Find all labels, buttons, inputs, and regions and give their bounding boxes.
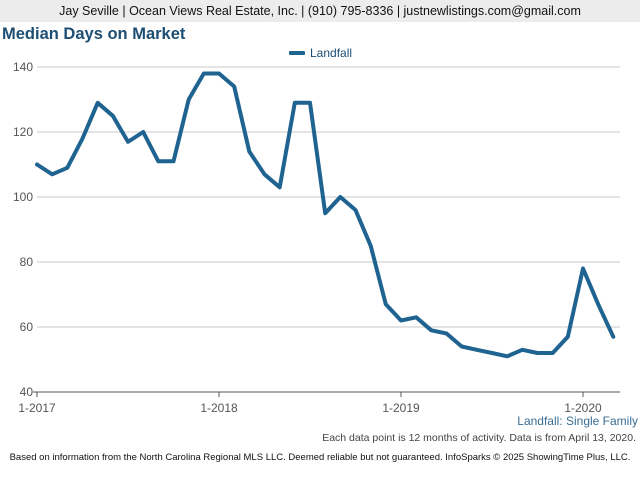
y-tick-label: 80 [20,255,34,269]
axis-layer: 40 60 80 100 120 140 1-2017 1-2018 1-2019 1-2020 [13,60,620,415]
x-tick-label: 1-2017 [18,401,56,415]
y-tick-label: 140 [13,60,33,74]
y-tick-label: 100 [13,190,33,204]
legend-label: Landfall [310,46,353,60]
activity-note: Each data point is 12 months of activity… [322,432,636,444]
legend: Landfall [289,46,352,60]
x-tick-label: 1-2019 [382,401,420,415]
y-tick-label: 120 [13,125,33,139]
series-label: Landfall: Single Family [517,414,638,428]
header-bar: Jay Seville | Ocean Views Real Estate, I… [0,0,640,22]
y-tick-label: 60 [20,320,34,334]
chart-title: Median Days on Market [2,25,186,43]
series-line-landfall [35,71,616,359]
legend-swatch [289,51,305,55]
x-tick-label: 1-2020 [564,401,602,415]
grid-layer [37,66,620,328]
header-contact-text: Jay Seville | Ocean Views Real Estate, I… [59,4,581,18]
series-layer [35,71,616,359]
x-tick-label: 1-2018 [200,401,238,415]
source-footer: Based on information from the North Caro… [9,452,631,463]
y-tick-label: 40 [20,385,34,399]
